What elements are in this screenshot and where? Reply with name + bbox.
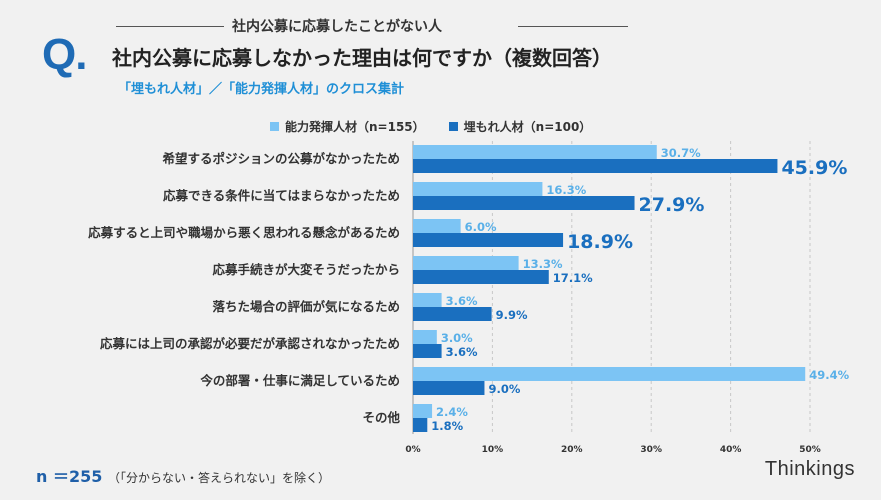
header-small-title: 社内公募に応募したことがない人 [232,19,442,35]
legend-swatch-dark [448,122,458,131]
header-rule-left [116,26,224,27]
sample-size-label: n ＝255 [36,467,103,486]
bar-light [413,404,433,418]
bar-dark [413,418,428,432]
category-label: 応募手続きが大変そうだったから [212,262,400,277]
sample-size-note: （「分からない・答えられない」を除く） [107,471,330,485]
sample-size: n ＝255 （「分からない・答えられない」を除く） [36,463,330,487]
x-tick-label-20: 20% [561,445,583,455]
data-label-light: 30.7% [661,146,701,160]
bar-dark [413,307,492,321]
legend-item-light: 能力発揮人材（n=155） [270,118,425,135]
bar-light [413,145,657,159]
legend-item-dark: 埋もれ人材（n=100） [448,118,592,135]
chart-legend: 能力発揮人材（n=155） 埋もれ人材（n=100） [270,118,591,135]
x-tick-label-50: 50% [799,445,821,455]
category-label: 応募には上司の承認が必要だが承認されなかったため [100,336,400,351]
x-tick-label-0: 0% [405,445,420,455]
bar-dark [413,233,564,247]
category-label: 落ちた場合の評価が気になるため [212,299,400,314]
data-label-light: 6.0% [465,220,497,234]
data-label-dark: 3.6% [446,345,478,359]
bar-light [413,256,519,270]
data-label-dark: 17.1% [553,271,593,285]
bar-light [413,219,461,233]
category-label: 希望するポジションの公募がなかったため [161,151,400,166]
x-tick-label-30: 30% [640,445,662,455]
bar-dark [413,196,635,210]
data-label-dark: 9.0% [488,382,520,396]
bar-dark [413,270,549,284]
data-label-dark: 1.8% [431,419,463,433]
bar-light [413,367,806,381]
page-title: 社内公募に応募しなかった理由は何ですか（複数回答） [112,46,612,70]
legend-label-light: 能力発揮人材（n=155） [285,120,425,134]
legend-swatch-light [270,122,279,131]
data-label-dark: 27.9% [639,194,705,216]
x-tick-label-10: 10% [482,445,504,455]
data-label-light: 3.6% [446,294,478,308]
data-label-light: 13.3% [523,257,563,271]
category-label: 今の部署・仕事に満足しているため [199,373,400,388]
bar-dark [413,381,485,395]
data-label-light: 49.4% [809,368,849,382]
bar-dark [413,344,442,358]
data-label-light: 2.4% [436,405,468,419]
data-label-dark: 18.9% [567,231,633,253]
category-label: その他 [362,410,400,425]
data-label-light: 3.0% [441,331,473,345]
x-tick-label-40: 40% [720,445,742,455]
data-label-light: 16.3% [546,183,586,197]
bar-light [413,182,543,196]
question-mark: Q. [42,30,87,79]
bar-light [413,330,437,344]
page-subtitle: 「埋もれ人材」／「能力発揮人材」のクロス集計 [118,82,405,97]
bar-dark [413,159,778,173]
brand-logo: Thinkings [764,458,855,480]
header-rule-right [518,26,628,27]
legend-label-dark: 埋もれ人材（n=100） [463,120,592,134]
category-label: 応募できる条件に当てはまらなかったため [163,188,400,203]
data-label-dark: 9.9% [496,308,528,322]
bar-light [413,293,442,307]
category-label: 応募すると上司や職場から悪く思われる懸念があるため [88,225,400,240]
data-label-dark: 45.9% [781,157,847,179]
